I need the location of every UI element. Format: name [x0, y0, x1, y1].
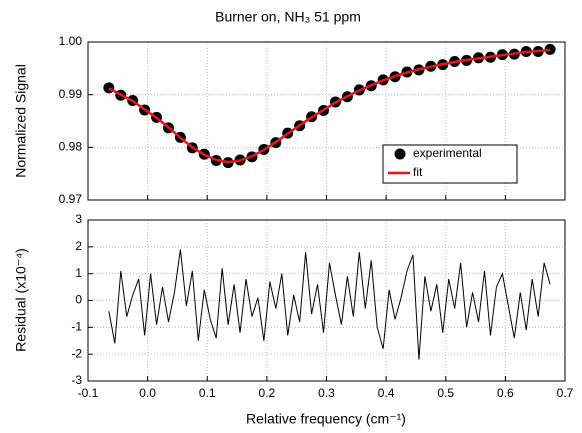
chart-title: Burner on, NH₃ 51 ppm — [215, 9, 361, 25]
legend-label: experimental — [413, 146, 482, 160]
data-line — [108, 249, 551, 360]
y-tick-label: 1.00 — [59, 34, 83, 48]
y-tick-label: -2 — [71, 346, 82, 360]
x-axis-label: Relative frequency (cm⁻¹) — [246, 411, 406, 427]
legend-marker — [394, 148, 406, 160]
y-tick-label: -1 — [71, 320, 82, 334]
x-tick-label: 0.7 — [557, 386, 574, 400]
x-tick-label: 0.6 — [497, 386, 514, 400]
x-tick-label: 0.0 — [139, 386, 156, 400]
legend-label: fit — [413, 165, 423, 179]
plot-frame — [87, 219, 566, 382]
legend-box — [382, 144, 518, 184]
y-axis-label: Normalized Signal — [13, 64, 29, 178]
y-tick-label: 3 — [75, 212, 82, 226]
data-point — [544, 43, 556, 55]
y-tick-label: 0.99 — [59, 87, 83, 101]
y-axis-label: Residual (x10⁻⁴) — [13, 248, 29, 352]
x-tick-label: 0.4 — [378, 386, 395, 400]
x-tick-label: 0.1 — [199, 386, 216, 400]
plot-frame — [87, 41, 566, 201]
y-tick-label: 0.98 — [59, 140, 83, 154]
y-tick-label: -3 — [71, 373, 82, 387]
y-tick-label: 0 — [75, 293, 82, 307]
x-tick-label: 0.2 — [259, 386, 276, 400]
y-tick-label: 2 — [75, 239, 82, 253]
x-tick-label: 0.3 — [318, 386, 335, 400]
x-tick-label: -0.1 — [78, 386, 99, 400]
y-tick-label: 1 — [75, 266, 82, 280]
x-tick-label: 0.5 — [437, 386, 454, 400]
data-line — [108, 48, 551, 164]
y-tick-label: 0.97 — [59, 192, 83, 206]
